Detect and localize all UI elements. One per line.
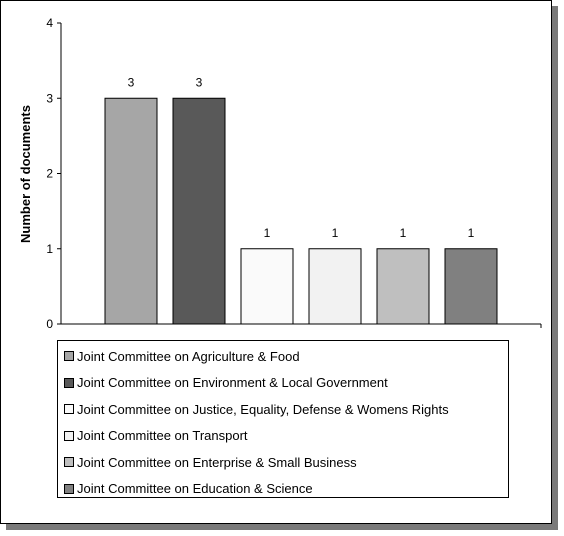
y-tick-label: 3 (46, 91, 53, 105)
bar (172, 97, 226, 325)
data-label: 3 (128, 75, 135, 89)
bar (444, 248, 498, 325)
value-labels: 3 3 1 1 1 1 (128, 75, 475, 240)
x-axis (61, 323, 542, 328)
legend-item: Joint Committee on Agriculture & Food (58, 343, 508, 370)
y-tick-label: 1 (46, 242, 53, 256)
legend-item: Joint Committee on Environment & Local G… (58, 370, 508, 397)
bars (104, 97, 498, 325)
legend-label: Joint Committee on Transport (77, 428, 248, 444)
bar (376, 248, 430, 325)
legend-label: Joint Committee on Justice, Equality, De… (77, 401, 449, 417)
legend-swatch (64, 430, 74, 441)
legend-label: Joint Committee on Agriculture & Food (77, 348, 300, 364)
bar (240, 248, 294, 325)
legend-swatch (64, 404, 74, 415)
data-label: 1 (468, 226, 475, 240)
bar (308, 248, 362, 325)
legend-swatch (64, 483, 74, 494)
y-axis-label: Number of documents (18, 105, 33, 243)
legend-swatch (64, 457, 74, 468)
legend: Joint Committee on Agriculture & Food Joi… (57, 340, 509, 498)
legend-swatch (64, 377, 74, 388)
legend-swatch (64, 351, 74, 362)
legend-label: Joint Committee on Enterprise & Small Bu… (77, 454, 357, 470)
y-tick-label: 0 (46, 317, 53, 331)
legend-label: Joint Committee on Environment & Local G… (77, 375, 388, 391)
legend-label: Joint Committee on Education & Science (77, 481, 313, 497)
legend-item: Joint Committee on Transport (58, 423, 508, 450)
y-tick-label: 4 (46, 16, 53, 30)
legend-item: Joint Committee on Enterprise & Small Bu… (58, 449, 508, 476)
data-label: 1 (264, 226, 271, 240)
data-label: 3 (196, 75, 203, 89)
legend-item: Joint Committee on Justice, Equality, De… (58, 396, 508, 423)
data-label: 1 (332, 226, 339, 240)
bar (104, 97, 158, 325)
y-tick-label: 2 (46, 167, 53, 181)
legend-item: Joint Committee on Education & Science (58, 476, 508, 503)
data-label: 1 (400, 226, 407, 240)
y-axis: 0 1 2 3 4 (46, 16, 62, 331)
